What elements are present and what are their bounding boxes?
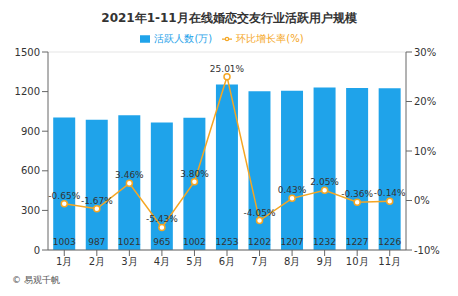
svg-text:-0.65%: -0.65% <box>48 191 80 201</box>
svg-text:-1.67%: -1.67% <box>81 196 113 206</box>
html-text:© 易观千帆: © 易观千帆 <box>12 275 60 285</box>
svg-text:5月: 5月 <box>186 256 202 267</box>
svg-text:11月: 11月 <box>378 256 401 267</box>
svg-text:0.43%: 0.43% <box>278 185 307 195</box>
svg-text:1253: 1253 <box>215 237 238 247</box>
svg-text:4月: 4月 <box>154 256 170 267</box>
svg-text:6月: 6月 <box>219 256 235 267</box>
svg-text:1002: 1002 <box>183 237 206 247</box>
svg-text:-0.14%: -0.14% <box>374 188 406 198</box>
svg-text:9月: 9月 <box>316 256 332 267</box>
svg-text:1232: 1232 <box>313 237 336 247</box>
svg-text:965: 965 <box>153 237 170 247</box>
html-text:活跃人数(万): 活跃人数(万) <box>154 33 213 44</box>
svg-text:8月: 8月 <box>284 256 300 267</box>
svg-text:1227: 1227 <box>346 237 369 247</box>
svg-text:10月: 10月 <box>346 256 369 267</box>
svg-text:1202: 1202 <box>248 237 271 247</box>
svg-text:30%: 30% <box>414 47 436 58</box>
svg-text:1226: 1226 <box>378 237 401 247</box>
svg-text:900: 900 <box>21 126 40 137</box>
svg-text:25.01%: 25.01% <box>210 64 245 74</box>
svg-text:20%: 20% <box>414 96 436 107</box>
svg-text:0: 0 <box>34 245 40 256</box>
svg-text:1500: 1500 <box>15 47 40 58</box>
svg-text:1月: 1月 <box>56 256 72 267</box>
svg-text:2.05%: 2.05% <box>310 177 339 187</box>
html-text:2021年1-11月在线婚恋交友行业活跃用户规模: 2021年1-11月在线婚恋交友行业活跃用户规模 <box>101 11 357 25</box>
svg-text:987: 987 <box>88 237 105 247</box>
svg-text:600: 600 <box>21 165 40 176</box>
svg-text:-0.36%: -0.36% <box>341 189 373 199</box>
svg-text:-4.05%: -4.05% <box>244 208 276 218</box>
svg-text:-5.43%: -5.43% <box>146 214 178 224</box>
svg-text:300: 300 <box>21 205 40 216</box>
svg-text:1003: 1003 <box>53 237 76 247</box>
svg-text:3.46%: 3.46% <box>115 170 144 180</box>
svg-text:7月: 7月 <box>251 256 267 267</box>
html-text:环比增长率(%): 环比增长率(%) <box>236 33 304 44</box>
svg-text:0%: 0% <box>414 195 430 206</box>
svg-text:2月: 2月 <box>89 256 105 267</box>
svg-text:10%: 10% <box>414 146 436 157</box>
svg-text:-10%: -10% <box>414 245 440 256</box>
svg-text:1207: 1207 <box>281 237 304 247</box>
svg-text:1021: 1021 <box>118 237 141 247</box>
svg-text:3月: 3月 <box>121 256 137 267</box>
svg-text:1200: 1200 <box>15 86 40 97</box>
svg-text:3.80%: 3.80% <box>180 169 209 179</box>
